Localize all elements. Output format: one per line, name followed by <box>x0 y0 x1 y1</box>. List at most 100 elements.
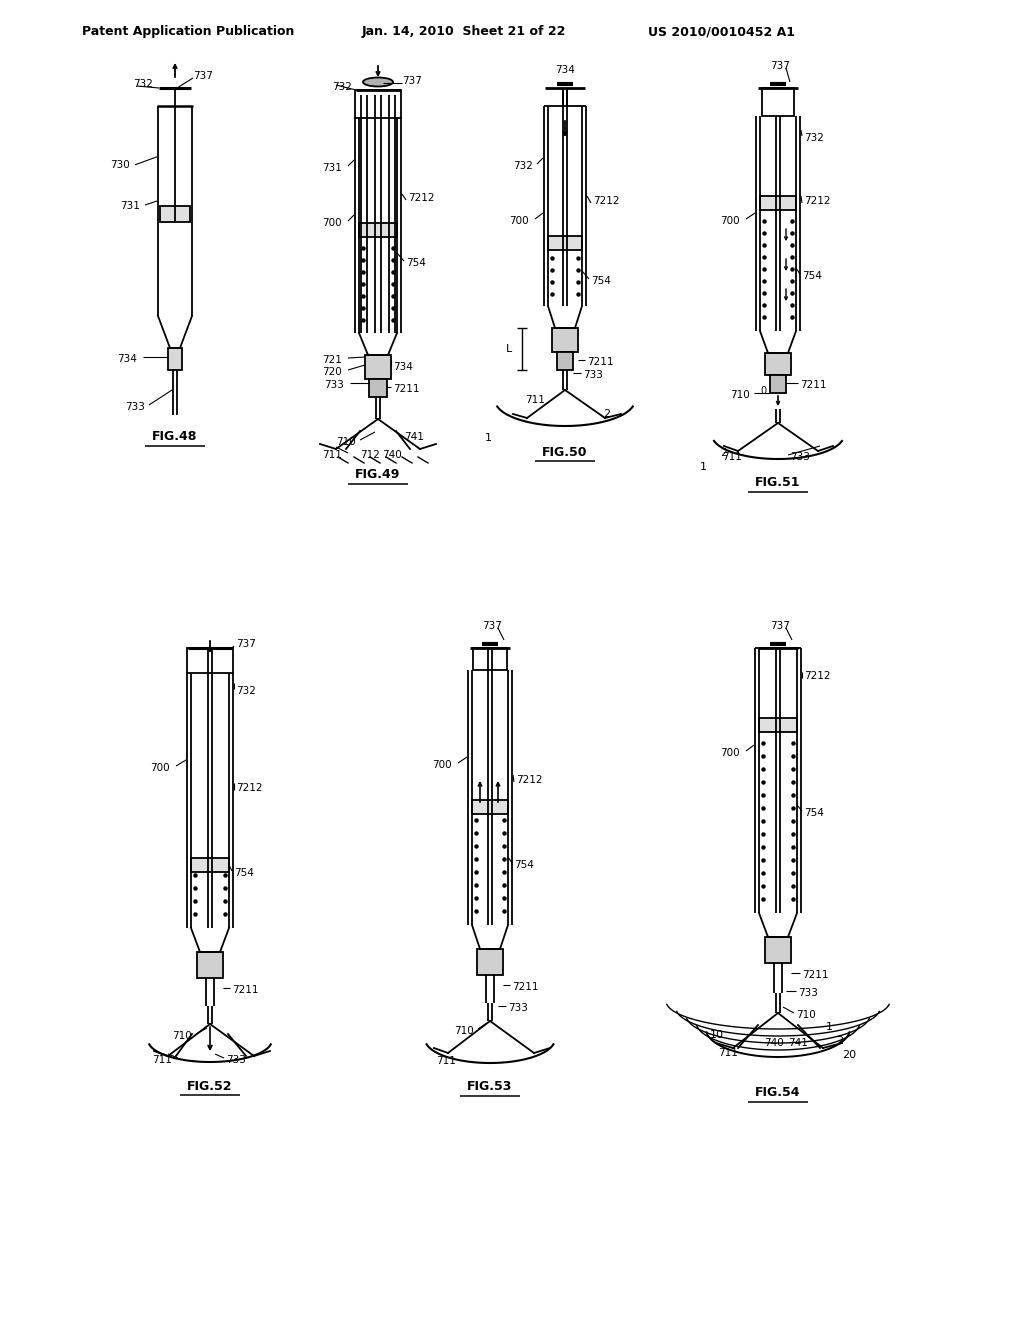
Text: FIG.54: FIG.54 <box>756 1086 801 1100</box>
Text: 733: 733 <box>798 987 818 998</box>
Text: 732: 732 <box>133 79 153 88</box>
Text: 710: 710 <box>336 437 355 447</box>
Bar <box>552 327 578 352</box>
Bar <box>760 195 796 210</box>
Bar <box>168 348 182 370</box>
Text: 732: 732 <box>804 133 824 143</box>
Text: 700: 700 <box>720 748 739 758</box>
Text: 737: 737 <box>402 77 422 86</box>
Text: 7211: 7211 <box>802 970 828 979</box>
Text: Patent Application Publication: Patent Application Publication <box>82 25 294 38</box>
Bar <box>191 858 229 873</box>
Bar <box>359 223 397 238</box>
Text: 10: 10 <box>710 1030 724 1040</box>
Text: Jan. 14, 2010  Sheet 21 of 22: Jan. 14, 2010 Sheet 21 of 22 <box>362 25 566 38</box>
Text: 734: 734 <box>555 65 574 75</box>
Text: 0: 0 <box>760 385 766 396</box>
Text: 737: 737 <box>770 620 790 631</box>
Text: 710: 710 <box>730 389 750 400</box>
Bar <box>160 206 190 222</box>
Text: 7212: 7212 <box>516 775 543 785</box>
Text: 733: 733 <box>583 370 603 380</box>
Text: 734: 734 <box>393 362 413 372</box>
Text: 711: 711 <box>525 395 545 405</box>
Text: 7212: 7212 <box>804 671 830 681</box>
Text: 754: 754 <box>802 271 822 281</box>
Bar <box>759 718 797 733</box>
Text: 754: 754 <box>591 276 611 286</box>
Text: 733: 733 <box>790 451 810 462</box>
Bar <box>477 949 503 975</box>
Text: 737: 737 <box>482 620 502 631</box>
Text: 7211: 7211 <box>393 384 420 393</box>
Bar <box>187 648 233 673</box>
Text: 732: 732 <box>332 82 352 92</box>
Bar <box>355 90 401 117</box>
Text: 700: 700 <box>150 763 170 774</box>
Text: 734: 734 <box>117 354 137 364</box>
Text: 710: 710 <box>454 1026 474 1036</box>
Text: 754: 754 <box>804 808 824 818</box>
Bar <box>765 937 791 964</box>
Text: 740: 740 <box>764 1038 783 1048</box>
Text: 754: 754 <box>406 257 426 268</box>
Text: 2: 2 <box>603 409 610 418</box>
Text: 737: 737 <box>236 639 256 649</box>
Text: 700: 700 <box>720 216 739 226</box>
Text: 731: 731 <box>120 201 140 211</box>
Text: 741: 741 <box>404 432 424 442</box>
Text: 711: 711 <box>436 1056 456 1067</box>
Text: 710: 710 <box>796 1010 816 1020</box>
Text: 1: 1 <box>485 433 492 444</box>
Bar <box>369 379 387 397</box>
Text: FIG.53: FIG.53 <box>467 1081 513 1093</box>
Bar <box>365 355 391 379</box>
Text: FIG.49: FIG.49 <box>355 469 400 482</box>
Text: 7212: 7212 <box>804 195 830 206</box>
Bar <box>197 952 223 978</box>
Text: 1: 1 <box>700 462 707 473</box>
Text: 711: 711 <box>322 450 342 459</box>
Text: 1: 1 <box>826 1022 833 1032</box>
Text: L: L <box>506 345 512 354</box>
Text: 721: 721 <box>322 355 342 366</box>
Text: 700: 700 <box>509 216 528 226</box>
Text: 2: 2 <box>720 447 727 458</box>
Text: 733: 733 <box>508 1003 528 1012</box>
Text: 20: 20 <box>842 1049 856 1060</box>
Text: 733: 733 <box>226 1055 246 1065</box>
Text: US 2010/0010452 A1: US 2010/0010452 A1 <box>648 25 795 38</box>
Text: FIG.51: FIG.51 <box>756 477 801 490</box>
Text: 737: 737 <box>193 71 213 81</box>
Text: 7211: 7211 <box>587 356 613 367</box>
Text: 7211: 7211 <box>512 982 539 993</box>
Text: 733: 733 <box>125 403 144 412</box>
Text: 700: 700 <box>432 760 452 770</box>
Text: 732: 732 <box>513 161 532 172</box>
Bar <box>548 236 582 249</box>
Ellipse shape <box>362 78 393 87</box>
Text: 710: 710 <box>172 1031 191 1041</box>
Text: FIG.50: FIG.50 <box>543 446 588 458</box>
Text: 754: 754 <box>514 861 534 870</box>
Text: 7212: 7212 <box>593 195 620 206</box>
Bar <box>557 352 573 370</box>
Text: 754: 754 <box>234 869 254 878</box>
Text: 7211: 7211 <box>800 380 826 389</box>
Bar <box>472 800 508 814</box>
Bar <box>473 648 507 671</box>
Text: 733: 733 <box>324 380 344 389</box>
Text: 7212: 7212 <box>236 783 262 793</box>
Text: 720: 720 <box>322 367 342 378</box>
Text: FIG.52: FIG.52 <box>187 1080 232 1093</box>
Text: 740: 740 <box>382 450 401 459</box>
Text: 2: 2 <box>836 1036 843 1045</box>
Bar <box>762 88 794 116</box>
Bar <box>765 352 791 375</box>
Text: 730: 730 <box>110 160 130 170</box>
Text: 711: 711 <box>722 451 741 462</box>
Text: 711: 711 <box>152 1055 172 1065</box>
Text: 732: 732 <box>236 686 256 696</box>
Text: 7212: 7212 <box>408 193 434 203</box>
Text: FIG.48: FIG.48 <box>153 430 198 444</box>
